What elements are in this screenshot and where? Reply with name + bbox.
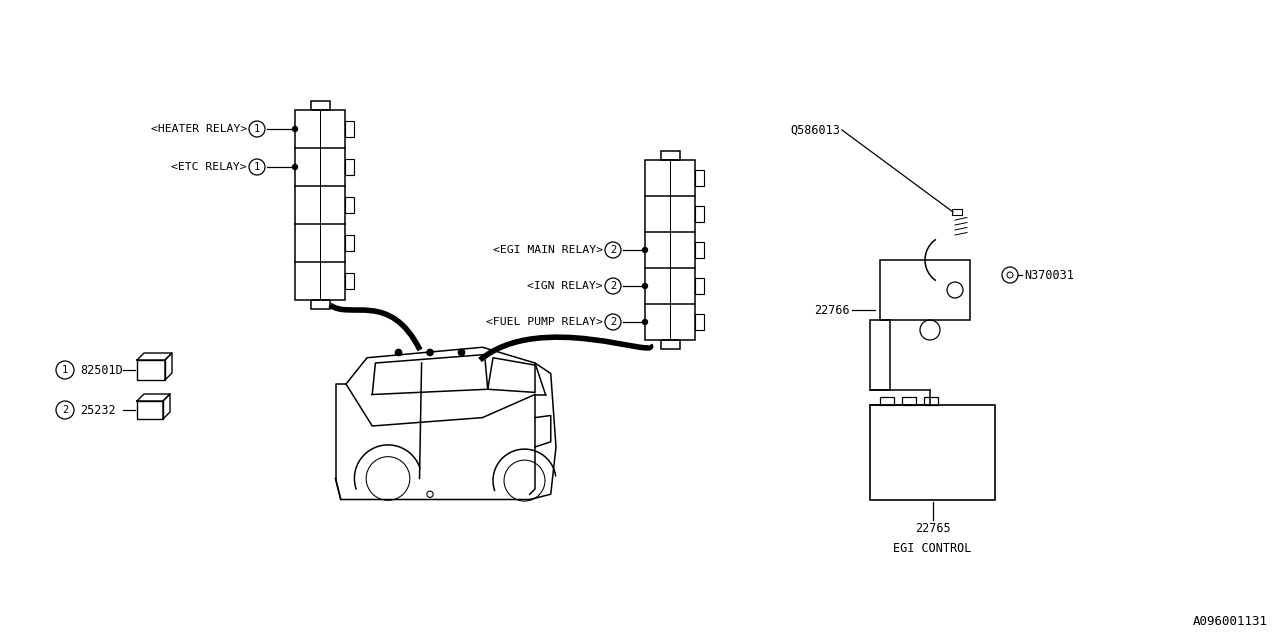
Bar [695, 207, 704, 221]
Bar [695, 243, 704, 257]
Bar [695, 314, 704, 330]
Text: 1: 1 [253, 162, 260, 172]
Text: 2: 2 [609, 245, 616, 255]
Text: 82501D: 82501D [81, 364, 123, 376]
Bar [346, 235, 355, 251]
Text: N370031: N370031 [1024, 269, 1074, 282]
Bar [137, 360, 165, 380]
Bar [311, 101, 329, 110]
Circle shape [293, 164, 297, 170]
Bar [346, 159, 355, 175]
Text: 22766: 22766 [814, 303, 850, 317]
Text: 2: 2 [609, 281, 616, 291]
Text: A096001131: A096001131 [1193, 615, 1268, 628]
Text: <IGN RELAY>: <IGN RELAY> [527, 281, 603, 291]
Bar [870, 405, 995, 500]
Text: <ETC RELAY>: <ETC RELAY> [172, 162, 247, 172]
Bar [645, 160, 695, 340]
Text: <FUEL PUMP RELAY>: <FUEL PUMP RELAY> [486, 317, 603, 327]
Bar [881, 260, 970, 320]
Bar [870, 320, 890, 390]
Bar [902, 397, 916, 405]
Circle shape [426, 349, 433, 356]
Circle shape [643, 319, 648, 324]
Circle shape [643, 284, 648, 289]
Bar [660, 151, 680, 160]
Bar [881, 397, 893, 405]
Text: 2: 2 [609, 317, 616, 327]
Text: <HEATER RELAY>: <HEATER RELAY> [151, 124, 247, 134]
Bar [346, 197, 355, 213]
Text: 1: 1 [61, 365, 68, 375]
Circle shape [643, 248, 648, 253]
Text: <EGI MAIN RELAY>: <EGI MAIN RELAY> [493, 245, 603, 255]
Text: 2: 2 [61, 405, 68, 415]
Bar [294, 110, 346, 300]
Bar [952, 209, 963, 215]
Text: 25232: 25232 [81, 403, 115, 417]
Bar [311, 300, 329, 309]
Circle shape [293, 127, 297, 131]
Text: EGI CONTROL: EGI CONTROL [893, 541, 972, 554]
Bar [924, 397, 938, 405]
Bar [346, 121, 355, 137]
Bar [695, 170, 704, 186]
Circle shape [396, 349, 402, 356]
Text: 1: 1 [253, 124, 260, 134]
Bar [137, 401, 163, 419]
Text: Q586013: Q586013 [790, 124, 840, 136]
Text: 22765: 22765 [915, 522, 950, 534]
Bar [346, 273, 355, 289]
Bar [660, 340, 680, 349]
Circle shape [458, 349, 465, 356]
Bar [695, 278, 704, 294]
